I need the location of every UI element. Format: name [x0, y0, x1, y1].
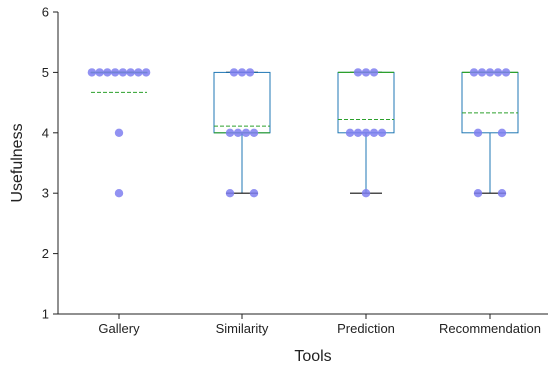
x-tick-label-gallery: Gallery [98, 321, 140, 336]
y-tick-label-6: 6 [42, 5, 49, 20]
box-similarity [213, 68, 271, 198]
data-point [345, 128, 355, 137]
data-point [241, 128, 251, 137]
data-point [501, 68, 511, 77]
y-tick-label-1: 1 [42, 307, 49, 322]
box-rect-recommendation [461, 71, 519, 134]
x-tick-label-prediction: Prediction [337, 321, 395, 336]
y-tick-label-4: 4 [42, 125, 49, 140]
data-point [110, 68, 120, 77]
y-axis-title: Usefulness [9, 123, 26, 202]
data-point [233, 128, 243, 137]
data-point [361, 128, 371, 137]
data-point [469, 68, 479, 77]
data-point [245, 68, 255, 77]
data-point [485, 68, 495, 77]
x-tick-label-similarity: Similarity [216, 321, 269, 336]
data-point [87, 68, 97, 77]
data-point [114, 128, 124, 137]
data-point [493, 68, 503, 77]
plot-area [87, 68, 519, 198]
box-gallery [87, 68, 151, 198]
x-axis-title: Tools [294, 348, 331, 365]
data-point [353, 68, 363, 77]
data-point [229, 68, 239, 77]
data-point [477, 68, 487, 77]
data-point [369, 68, 379, 77]
data-point [353, 128, 363, 137]
data-point [225, 189, 235, 198]
y-tick-label-5: 5 [42, 65, 49, 80]
data-point [249, 128, 259, 137]
data-point [377, 128, 387, 137]
x-tick-label-recommendation: Recommendation [439, 321, 541, 336]
data-point [497, 189, 507, 198]
data-point [473, 128, 483, 137]
data-point [369, 128, 379, 137]
box-rect-prediction [337, 71, 395, 134]
data-point [473, 189, 483, 198]
data-point [361, 68, 371, 77]
data-point [126, 68, 135, 77]
data-point [103, 68, 112, 77]
box-recommendation [461, 68, 519, 198]
data-point [237, 68, 247, 77]
data-point [497, 128, 507, 137]
data-point [95, 68, 104, 77]
data-point [134, 68, 143, 77]
data-point [225, 128, 235, 137]
data-point [114, 189, 124, 198]
box-prediction [337, 68, 395, 198]
data-point [118, 68, 128, 77]
y-tick-label-3: 3 [42, 186, 49, 201]
data-point [141, 68, 151, 77]
box-rect-similarity [213, 71, 271, 134]
y-tick-label-2: 2 [42, 246, 49, 261]
data-point [249, 189, 259, 198]
data-point [361, 189, 371, 198]
axes: 1 2 3 4 5 6 Gallery Similarity Prediction Recomme… [42, 5, 548, 336]
